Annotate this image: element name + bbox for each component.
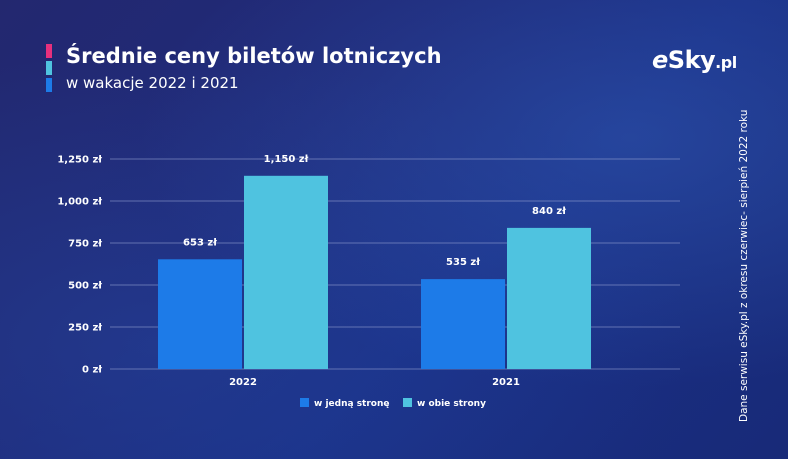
chart-subtitle: w wakacje 2022 i 2021: [66, 74, 239, 92]
legend-swatch: [403, 398, 412, 407]
y-tick-label: 0 zł: [82, 365, 102, 376]
data-label: 535 zł: [446, 257, 480, 268]
bar: [158, 259, 242, 369]
x-category-label: 2022: [229, 377, 257, 388]
bar: [421, 279, 505, 369]
y-tick-label: 1,000 zł: [57, 197, 102, 208]
legend-label: w jedną stronę: [314, 399, 390, 409]
bar: [244, 175, 328, 369]
esky-logo: eSky.pl: [652, 46, 737, 74]
y-tick-label: 750 zł: [68, 239, 102, 250]
legend-label: w obie strony: [417, 399, 486, 409]
data-label: 1,150 zł: [264, 154, 309, 165]
accent-bar-cyan: [46, 61, 52, 75]
y-tick-label: 1,250 zł: [57, 155, 102, 166]
legend-swatch: [300, 398, 309, 407]
bar: [507, 227, 591, 369]
y-tick-label: 250 zł: [68, 323, 102, 334]
chart-title: Średnie ceny biletów lotniczych: [66, 44, 442, 68]
logo-e: e: [652, 46, 668, 74]
accent-bar-pink: [46, 44, 52, 58]
x-category-label: 2021: [492, 377, 520, 388]
y-tick-label: 500 zł: [68, 281, 102, 292]
accent-bar-blue: [46, 78, 52, 92]
logo-main: Sky: [667, 46, 716, 74]
logo-tld: .pl: [715, 53, 737, 72]
data-label: 653 zł: [183, 237, 217, 248]
data-label: 840 zł: [532, 206, 566, 217]
